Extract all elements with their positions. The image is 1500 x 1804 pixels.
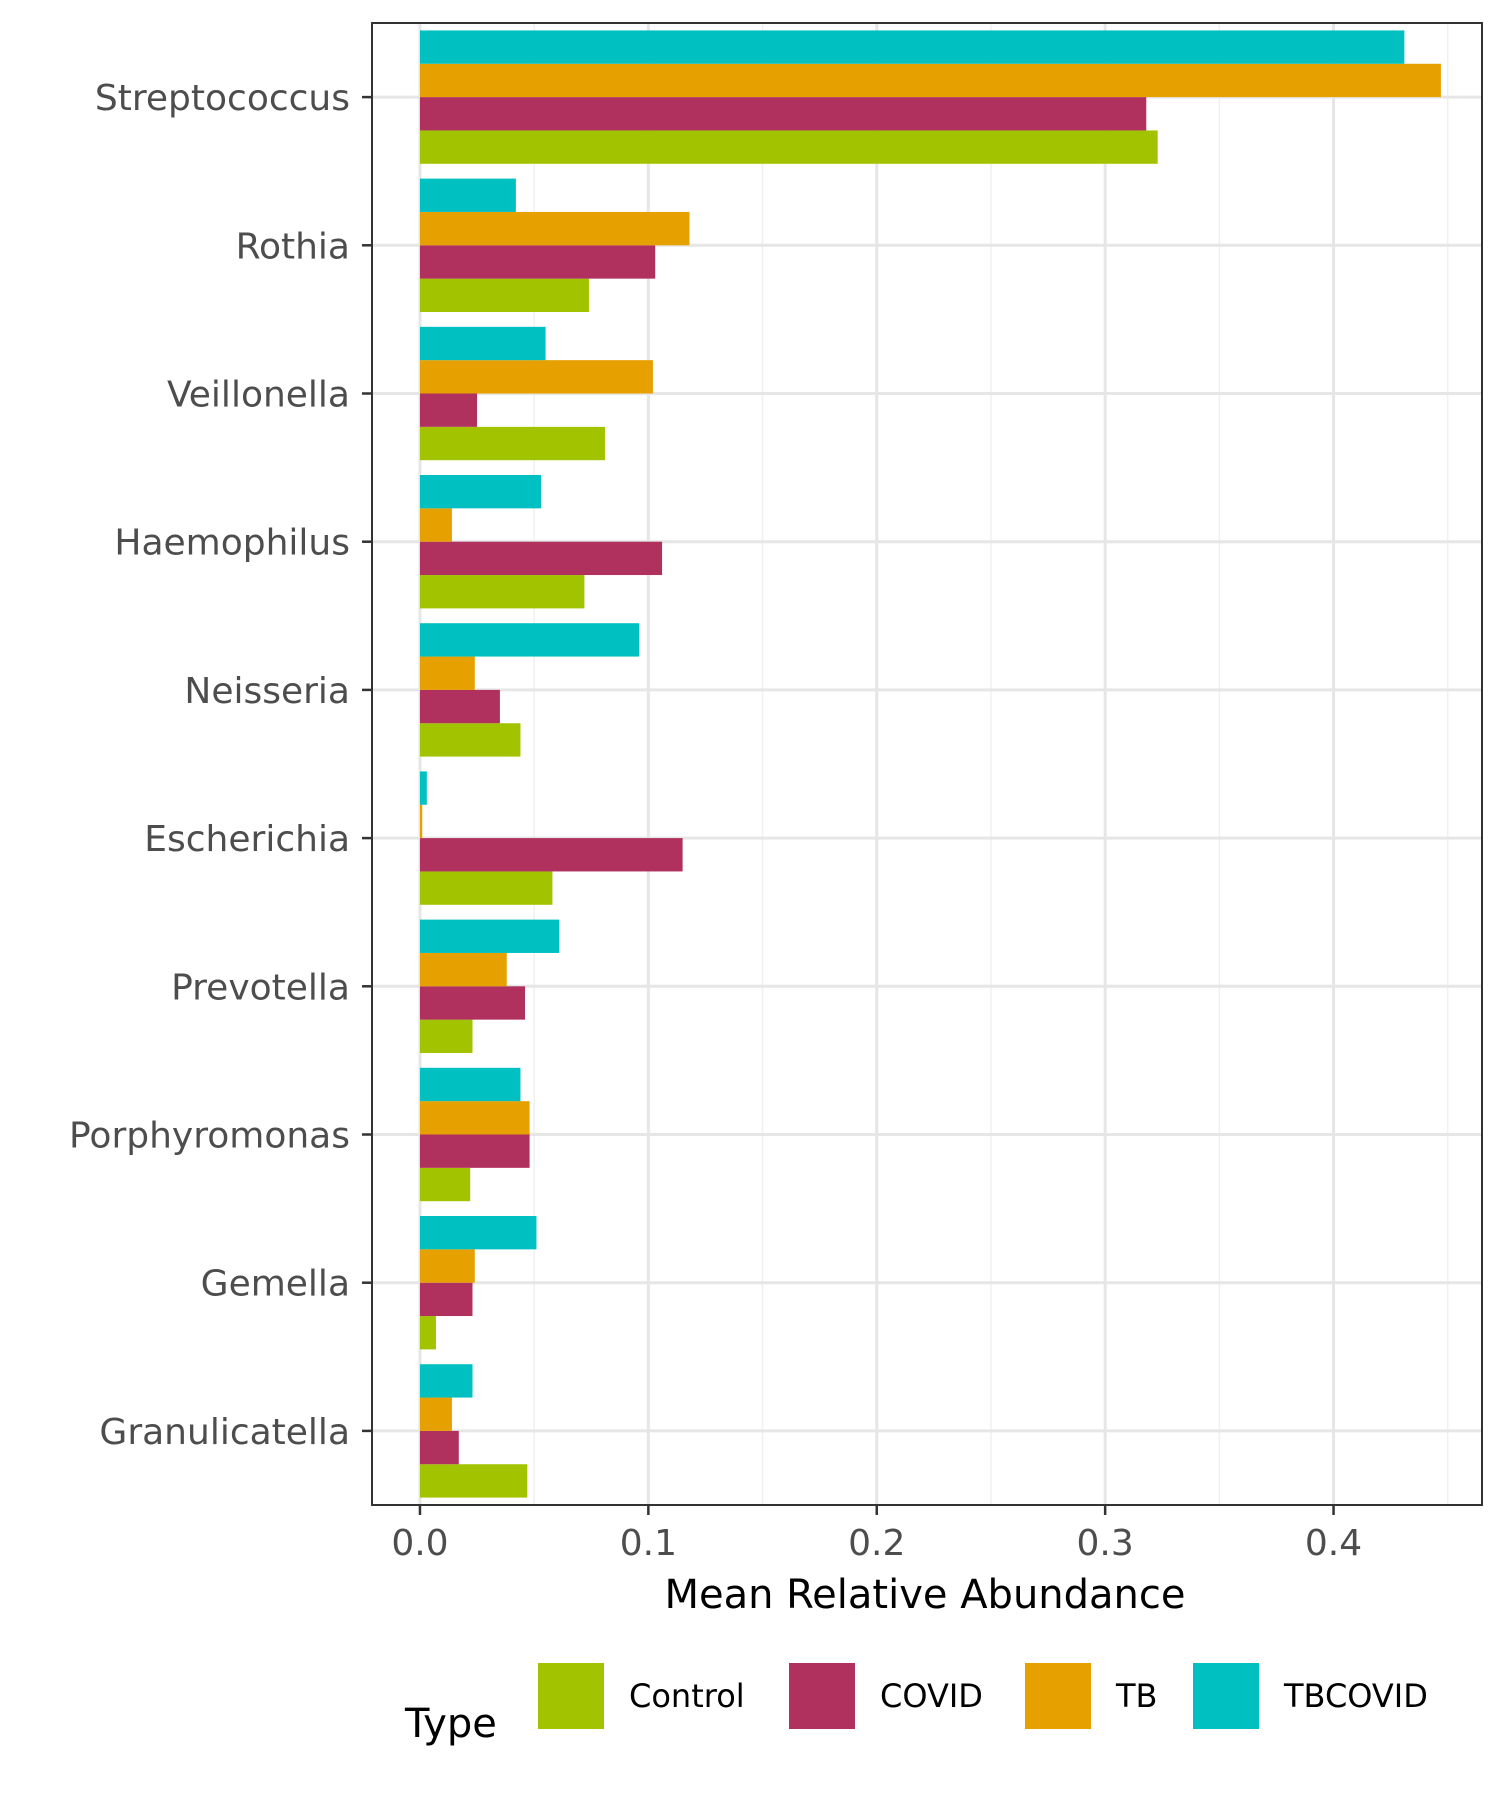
x-tick-label: 0.1 [620, 1523, 677, 1564]
x-tick-label: 0.3 [1077, 1523, 1134, 1564]
bar-tb [419, 508, 452, 542]
bar-control [419, 1167, 471, 1202]
bar-control [419, 1019, 473, 1053]
y-tick-label: Granulicatella [99, 1412, 350, 1453]
bar-covid [419, 838, 683, 872]
legend-title: Type [404, 1701, 497, 1747]
bar-tbcovid [419, 30, 1405, 64]
legend-key-covid [789, 1663, 855, 1729]
bar-tb [419, 360, 653, 394]
bar-control [419, 278, 589, 312]
x-tick-label: 0.4 [1305, 1523, 1362, 1564]
bar-covid [419, 541, 663, 576]
bar-covid [419, 1282, 473, 1317]
bar-covid [419, 689, 500, 724]
y-tick-label: Rothia [236, 226, 350, 267]
bar-tbcovid [419, 1364, 473, 1398]
bar-tbcovid [419, 1216, 537, 1250]
bar-control [419, 426, 605, 461]
y-tick-label: Neisseria [184, 671, 350, 712]
x-tick-label: 0.0 [391, 1523, 448, 1564]
bar-control [419, 723, 521, 757]
legend-label: Control [629, 1677, 745, 1715]
y-tick-label: Prevotella [171, 967, 350, 1008]
bar-covid [419, 97, 1147, 131]
bar-covid [419, 245, 656, 279]
y-tick-label: Escherichia [144, 819, 350, 860]
legend: Type Control COVID TB TBCOVID [404, 1663, 1428, 1747]
legend-key-control [538, 1663, 604, 1729]
bar-tb [419, 804, 423, 839]
y-axis: Streptococcus Rothia Veillonella Haemophilu… [69, 78, 372, 1453]
y-tick-label: Haemophilus [114, 523, 350, 564]
bar-tb [419, 952, 507, 987]
bar-tbcovid [419, 178, 516, 212]
legend-label: TB [1115, 1677, 1158, 1715]
bar-tbcovid [419, 919, 560, 953]
bar-tbcovid [419, 475, 542, 509]
bar-tb [419, 1249, 475, 1283]
bar-tbcovid [419, 326, 546, 361]
y-tick-label: Gemella [201, 1264, 350, 1305]
bar-tb [419, 211, 690, 246]
bar-covid [419, 1134, 530, 1168]
bar-tbcovid [419, 771, 427, 805]
y-tick-label: Veillonella [167, 375, 350, 416]
x-axis: 0.0 0.1 0.2 0.3 0.4 [391, 1505, 1362, 1564]
legend-label: COVID [880, 1677, 983, 1715]
panel-border [371, 22, 1483, 1506]
x-tick-label: 0.2 [848, 1523, 905, 1564]
bar-tb [419, 63, 1441, 98]
legend-key-tb [1025, 1663, 1091, 1729]
y-tick-label: Streptococcus [95, 78, 350, 119]
bar-covid [419, 393, 478, 427]
bar-control [419, 575, 585, 609]
bar-tb [419, 1397, 452, 1431]
legend-label: TBCOVID [1283, 1677, 1428, 1715]
bar-tbcovid [419, 623, 640, 657]
bar-covid [419, 1430, 459, 1465]
x-axis-title: Mean Relative Abundance [664, 1572, 1185, 1618]
bar-tbcovid [419, 1067, 521, 1102]
bar-control [419, 1464, 528, 1498]
bar-control [419, 1316, 436, 1350]
bars [419, 30, 1441, 1498]
bar-covid [419, 986, 526, 1020]
bar-tb [419, 1101, 530, 1135]
y-tick-label: Porphyromonas [69, 1116, 350, 1157]
bar-control [419, 130, 1158, 164]
legend-key-tbcovid [1193, 1663, 1259, 1729]
bar-control [419, 871, 553, 905]
bar-tb [419, 656, 475, 690]
